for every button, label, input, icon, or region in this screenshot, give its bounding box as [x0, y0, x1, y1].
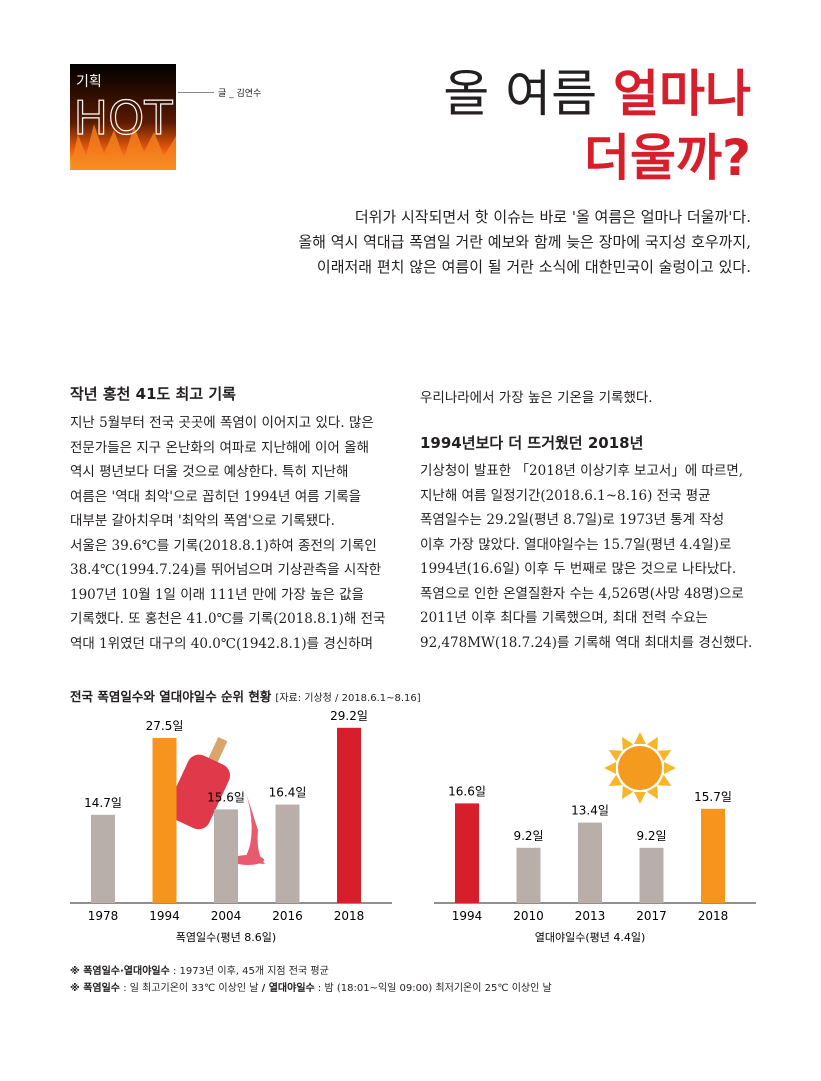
byline-rule: [178, 92, 214, 93]
body-line: 38.4℃(1994.7.24)를 뛰어넘으며 기상관측을 시작한: [70, 562, 382, 578]
body-line: 기상청이 발표한 「2018년 이상기후 보고서」에 따르면,: [420, 463, 744, 479]
charts-source: [자료: 기상청 / 2018.6.1~8.16]: [275, 693, 421, 704]
body-line: 폭염으로 인한 온열질환자 수는 4,526명(사망 48명)으로: [420, 585, 744, 602]
bar: [701, 808, 725, 903]
value-label: 9.2일: [636, 829, 666, 843]
x-tick-label: 2004: [211, 909, 242, 923]
bar: [214, 809, 238, 903]
byline: 글 _ 김연수: [218, 89, 262, 99]
body-line: 92,478MW(18.7.24)를 기록해 역대 최대치를 경신했다.: [420, 634, 753, 651]
body-line: 폭염일수는 29.2일(평년 8.7일)로 1973년 통계 작성: [420, 512, 725, 528]
logo: 기획 HOT: [70, 64, 176, 170]
value-label: 13.4일: [571, 804, 609, 818]
note-part: : 밤 (18:01~익일 09:00) 최저기온이 25℃ 이상인 날: [314, 983, 552, 994]
section-heading: 1994년보다 더 뜨거웠던 2018년: [420, 434, 644, 452]
body-line: 역대 1위였던 대구의 40.0℃(1942.8.1)를 경신하며: [70, 635, 374, 652]
value-label: 16.4일: [269, 786, 307, 800]
x-tick-label: 2017: [636, 909, 667, 923]
x-tick-label: 1978: [88, 909, 119, 923]
sun-ray: [608, 750, 623, 762]
intro-line: 더위가 시작되면서 핫 이슈는 바로 '올 여름은 얼마나 더울까'다.: [354, 208, 751, 226]
sun-disc: [618, 746, 662, 790]
body-line: 지난 5월부터 전국 곳곳에 폭염이 이어지고 있다. 많은: [70, 415, 374, 431]
title-part: 올 여름: [443, 65, 598, 123]
logo-label: 기획: [76, 74, 102, 90]
x-tick-label: 1994: [452, 909, 483, 923]
logo-word: HOT: [74, 91, 174, 145]
bar: [516, 847, 541, 903]
x-tick-label: 2018: [698, 909, 729, 923]
value-label: 15.6일: [207, 790, 245, 804]
sun-ray: [622, 736, 634, 751]
body-line: 1994년(16.6일) 이후 두 번째로 많은 것으로 나타났다.: [420, 561, 737, 577]
sun-ray: [604, 762, 616, 774]
body-line: 우리나라에서 가장 높은 기온을 기록했다.: [420, 390, 653, 406]
x-tick-label: 2010: [513, 909, 544, 923]
note: ※ 폭염일수·열대야일수 : 1973년 이후, 45개 지점 전국 평균: [70, 962, 329, 977]
title-highlight: 얼마나: [613, 65, 751, 123]
value-label: 29.2일: [330, 709, 368, 723]
note-part: ※ 폭염일수: [70, 983, 121, 994]
title-line2: 더울까?: [583, 129, 751, 187]
body-line: 1907년 10월 1일 이래 111년 만에 가장 높은 값을: [70, 586, 365, 603]
note-part: ※ 폭염일수·열대야일수: [70, 966, 170, 977]
x-tick-label: 2018: [334, 909, 365, 923]
note-part: : 일 최고기온이 33℃ 이상인 날: [120, 983, 262, 994]
charts: 14.7일 1978 27.5일 1994 15.6일 2004 16.4일 2016 29.2…: [70, 709, 756, 944]
sun-ray: [664, 762, 676, 774]
bar: [337, 727, 361, 903]
charts-title-text: 전국 폭염일수와 열대야일수 순위 현황: [70, 689, 272, 704]
intro-line: 올해 역시 역대급 폭염일 거란 예보와 함께 늦은 장마에 국지성 호우까지,: [298, 233, 751, 251]
sun-ray: [646, 736, 658, 751]
note-part: : 1973년 이후, 45개 지점 전국 평균: [169, 966, 329, 977]
intro-line: 이래저래 편치 않은 여름이 될 거란 소식에 대한민국이 술렁이고 있다.: [316, 258, 751, 276]
value-label: 9.2일: [513, 829, 543, 843]
body-line: 역시 평년보다 더울 것으로 예상한다. 특히 지난해: [70, 464, 349, 480]
drip: [240, 790, 265, 864]
sun-ray: [622, 785, 634, 800]
note-part: / 열대야일수: [261, 983, 315, 994]
body-line: 기록했다. 또 홍천은 41.0℃를 기록(2018.8.1)해 전국: [70, 611, 386, 627]
bar: [639, 847, 664, 903]
bar: [275, 804, 300, 903]
sun-ray: [657, 774, 672, 786]
sun-ray: [646, 785, 658, 800]
value-label: 14.7일: [84, 796, 122, 810]
x-tick-label: 2013: [575, 909, 606, 923]
value-label: 27.5일: [146, 719, 184, 733]
x-axis-label: 폭염일수(평년 8.6일): [176, 930, 276, 944]
value-label: 15.7일: [694, 790, 732, 804]
body-line: 이후 가장 많았다. 열대야일수는 15.7일(평년 4.4일)로: [420, 536, 732, 553]
body-line: 2011년 이후 최다를 기록했으며, 최대 전력 수요는: [420, 610, 708, 626]
body-line: 서울은 39.6℃를 기록(2018.8.1)하여 종전의 기록인: [70, 537, 377, 554]
body-line: 대부분 갈아치우며 '최악의 폭염'으로 기록됐다.: [70, 513, 335, 529]
body-line: 여름은 '역대 최악'으로 꼽히던 1994년 여름 기록을: [70, 488, 362, 505]
body-line: 지난해 여름 일정기간(2018.6.1~8.16) 전국 평균: [420, 487, 711, 504]
sun-ray: [657, 750, 672, 762]
sun: [604, 732, 676, 804]
bar: [152, 738, 177, 903]
sun-ray: [634, 792, 646, 804]
x-tick-label: 2016: [272, 909, 303, 923]
puddle: [232, 855, 264, 865]
body-line: 전문가들은 지구 온난화의 여파로 지난해에 이어 올해: [70, 439, 369, 456]
sun-ray: [634, 732, 646, 744]
charts-title: 전국 폭염일수와 열대야일수 순위 현황 [자료: 기상청 / 2018.6.1~…: [70, 686, 421, 705]
section-heading: 작년 홍천 41도 최고 기록: [70, 385, 236, 403]
title-line1: 올 여름 얼마나: [443, 64, 751, 124]
bar: [578, 822, 602, 903]
note: ※ 폭염일수 : 일 최고기온이 33℃ 이상인 날 / 열대야일수 : 밤 (…: [70, 979, 552, 994]
sun-ray: [608, 774, 623, 786]
value-label: 16.6일: [448, 784, 486, 798]
x-tick-label: 1994: [149, 909, 180, 923]
bar: [455, 803, 479, 903]
x-axis-label: 열대야일수(평년 4.4일): [535, 930, 646, 944]
bar: [91, 814, 115, 903]
